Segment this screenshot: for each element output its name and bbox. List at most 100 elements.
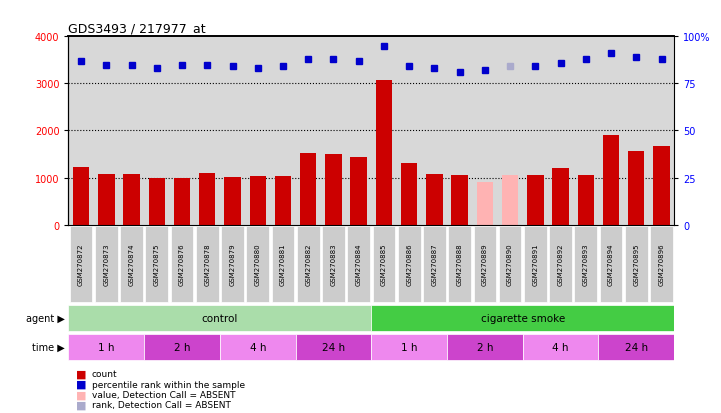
Bar <box>653 147 670 225</box>
Text: GSM270886: GSM270886 <box>406 243 412 285</box>
Text: 4 h: 4 h <box>552 342 569 352</box>
Text: GSM270890: GSM270890 <box>507 243 513 285</box>
Bar <box>325 155 342 225</box>
Bar <box>149 178 165 225</box>
Text: GSM270875: GSM270875 <box>154 243 160 285</box>
FancyBboxPatch shape <box>575 227 597 302</box>
Text: GSM270893: GSM270893 <box>583 243 589 285</box>
Bar <box>174 179 190 225</box>
Text: GSM270887: GSM270887 <box>431 243 438 285</box>
Bar <box>73 168 89 225</box>
Text: cigarette smoke: cigarette smoke <box>481 313 565 323</box>
Text: GSM270872: GSM270872 <box>78 243 84 285</box>
FancyBboxPatch shape <box>272 227 294 302</box>
Bar <box>249 176 266 225</box>
FancyBboxPatch shape <box>499 227 521 302</box>
Bar <box>628 152 645 225</box>
Text: 2 h: 2 h <box>174 342 190 352</box>
Bar <box>578 176 594 225</box>
Bar <box>123 175 140 225</box>
Bar <box>552 168 569 225</box>
FancyBboxPatch shape <box>296 334 371 360</box>
FancyBboxPatch shape <box>171 227 193 302</box>
FancyBboxPatch shape <box>598 334 674 360</box>
Text: ■: ■ <box>76 369 87 379</box>
FancyBboxPatch shape <box>146 227 168 302</box>
Text: GSM270879: GSM270879 <box>229 243 236 285</box>
Text: percentile rank within the sample: percentile rank within the sample <box>92 380 244 389</box>
Text: ■: ■ <box>76 379 87 389</box>
Text: GSM270896: GSM270896 <box>658 243 665 285</box>
Text: 24 h: 24 h <box>624 342 648 352</box>
Text: GDS3493 / 217977_at: GDS3493 / 217977_at <box>68 22 206 35</box>
Text: GSM270873: GSM270873 <box>103 243 110 285</box>
Text: GSM270885: GSM270885 <box>381 243 387 285</box>
Text: 2 h: 2 h <box>477 342 493 352</box>
Text: GSM270883: GSM270883 <box>330 243 337 285</box>
FancyBboxPatch shape <box>549 227 572 302</box>
Text: control: control <box>202 313 238 323</box>
FancyBboxPatch shape <box>120 227 143 302</box>
Bar <box>224 177 241 225</box>
FancyBboxPatch shape <box>625 227 647 302</box>
Bar <box>451 176 468 225</box>
Text: value, Detection Call = ABSENT: value, Detection Call = ABSENT <box>92 390 235 399</box>
FancyBboxPatch shape <box>144 334 220 360</box>
FancyBboxPatch shape <box>524 227 547 302</box>
FancyBboxPatch shape <box>297 227 319 302</box>
FancyBboxPatch shape <box>95 227 118 302</box>
FancyBboxPatch shape <box>247 227 269 302</box>
FancyBboxPatch shape <box>600 227 622 302</box>
Text: GSM270889: GSM270889 <box>482 243 488 285</box>
Bar <box>300 153 317 225</box>
FancyBboxPatch shape <box>423 227 446 302</box>
Text: 1 h: 1 h <box>401 342 417 352</box>
Bar <box>477 183 493 225</box>
FancyBboxPatch shape <box>348 227 370 302</box>
FancyBboxPatch shape <box>68 305 371 331</box>
FancyBboxPatch shape <box>371 334 447 360</box>
Text: GSM270888: GSM270888 <box>456 243 463 285</box>
Bar <box>350 158 367 225</box>
Text: GSM270895: GSM270895 <box>633 243 640 285</box>
Text: GSM270876: GSM270876 <box>179 243 185 285</box>
FancyBboxPatch shape <box>371 305 674 331</box>
Text: agent ▶: agent ▶ <box>26 313 65 323</box>
Text: ■: ■ <box>76 389 87 399</box>
Text: GSM270874: GSM270874 <box>128 243 135 285</box>
Text: GSM270884: GSM270884 <box>355 243 362 285</box>
Text: time ▶: time ▶ <box>32 342 65 352</box>
Text: GSM270880: GSM270880 <box>255 243 261 285</box>
FancyBboxPatch shape <box>447 334 523 360</box>
Text: ■: ■ <box>76 400 87 410</box>
FancyBboxPatch shape <box>373 227 395 302</box>
FancyBboxPatch shape <box>220 334 296 360</box>
FancyBboxPatch shape <box>196 227 218 302</box>
FancyBboxPatch shape <box>68 334 144 360</box>
FancyBboxPatch shape <box>448 227 471 302</box>
FancyBboxPatch shape <box>322 227 345 302</box>
Bar <box>275 176 291 225</box>
Bar <box>376 81 392 225</box>
Bar <box>98 174 115 225</box>
Text: GSM270892: GSM270892 <box>557 243 564 285</box>
Text: 4 h: 4 h <box>249 342 266 352</box>
Bar <box>502 175 518 225</box>
Bar <box>199 173 216 225</box>
Text: rank, Detection Call = ABSENT: rank, Detection Call = ABSENT <box>92 400 231 409</box>
Bar <box>401 164 417 225</box>
FancyBboxPatch shape <box>221 227 244 302</box>
FancyBboxPatch shape <box>70 227 92 302</box>
Bar <box>527 176 544 225</box>
Bar <box>603 136 619 225</box>
Text: 1 h: 1 h <box>98 342 115 352</box>
FancyBboxPatch shape <box>398 227 420 302</box>
Text: GSM270891: GSM270891 <box>532 243 539 285</box>
FancyBboxPatch shape <box>523 334 598 360</box>
Text: GSM270882: GSM270882 <box>305 243 311 285</box>
Text: GSM270881: GSM270881 <box>280 243 286 285</box>
FancyBboxPatch shape <box>474 227 496 302</box>
Text: 24 h: 24 h <box>322 342 345 352</box>
Bar <box>426 174 443 225</box>
Text: count: count <box>92 369 118 378</box>
